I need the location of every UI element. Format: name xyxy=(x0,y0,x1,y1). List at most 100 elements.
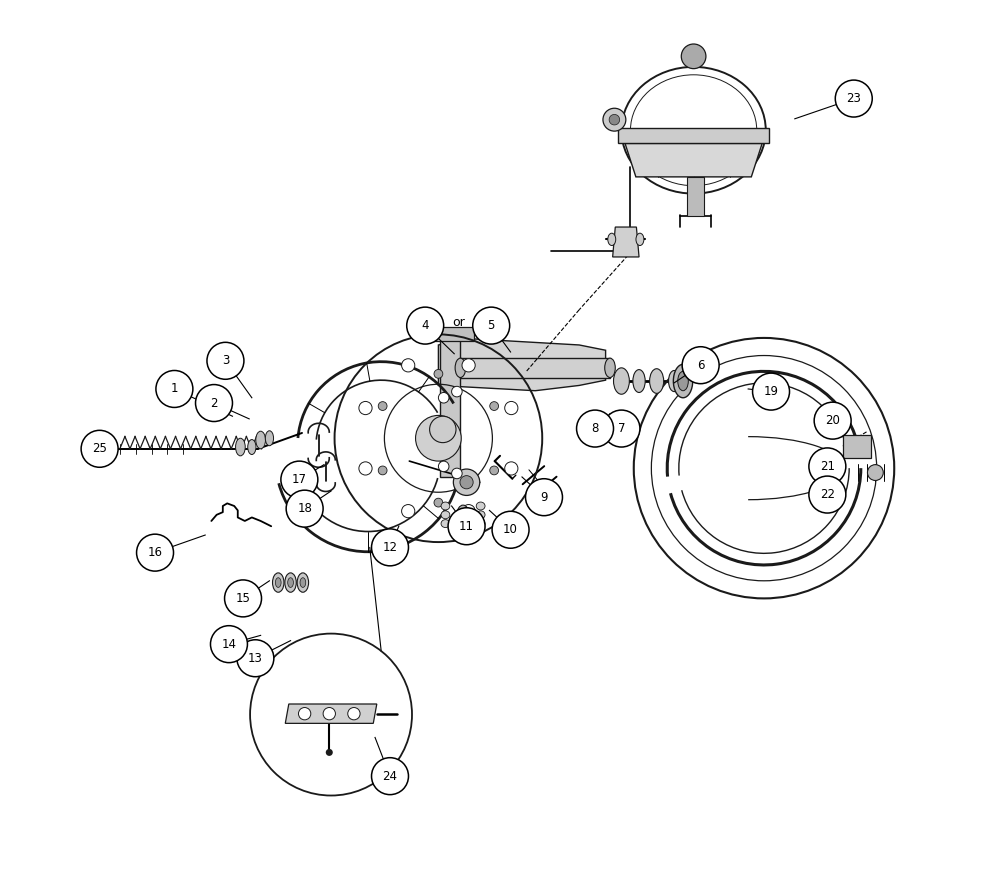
Ellipse shape xyxy=(650,369,664,393)
Ellipse shape xyxy=(673,364,693,398)
Text: 21: 21 xyxy=(820,460,835,473)
Circle shape xyxy=(448,508,485,545)
Polygon shape xyxy=(440,336,460,477)
Ellipse shape xyxy=(285,573,296,592)
Ellipse shape xyxy=(300,578,306,588)
Circle shape xyxy=(407,307,444,344)
Polygon shape xyxy=(285,704,377,723)
Circle shape xyxy=(225,580,262,617)
Ellipse shape xyxy=(256,431,265,449)
Text: 6: 6 xyxy=(697,359,704,371)
Text: 11: 11 xyxy=(459,520,474,532)
Circle shape xyxy=(281,461,318,498)
Ellipse shape xyxy=(636,233,644,246)
Ellipse shape xyxy=(455,358,466,378)
Ellipse shape xyxy=(633,370,645,392)
Circle shape xyxy=(298,708,311,720)
Ellipse shape xyxy=(288,578,293,588)
Circle shape xyxy=(526,479,562,516)
Circle shape xyxy=(286,490,323,527)
Ellipse shape xyxy=(608,233,616,246)
Ellipse shape xyxy=(265,431,274,446)
Circle shape xyxy=(372,529,408,566)
Circle shape xyxy=(359,462,372,475)
Ellipse shape xyxy=(273,573,284,592)
Polygon shape xyxy=(613,227,639,257)
Circle shape xyxy=(326,749,333,756)
Ellipse shape xyxy=(248,440,256,455)
Circle shape xyxy=(835,80,872,117)
Circle shape xyxy=(237,640,274,677)
Ellipse shape xyxy=(476,502,485,510)
Text: 1: 1 xyxy=(171,383,178,395)
Text: 3: 3 xyxy=(222,355,229,367)
Text: 9: 9 xyxy=(540,491,548,503)
Text: 12: 12 xyxy=(382,541,398,554)
Circle shape xyxy=(323,708,335,720)
Circle shape xyxy=(402,504,415,517)
Text: 5: 5 xyxy=(488,319,495,332)
Circle shape xyxy=(460,475,473,489)
Circle shape xyxy=(156,370,193,407)
Circle shape xyxy=(434,498,443,507)
Circle shape xyxy=(434,370,443,378)
Text: 18: 18 xyxy=(297,502,312,515)
Circle shape xyxy=(809,448,846,485)
Circle shape xyxy=(814,402,851,439)
Circle shape xyxy=(416,415,461,461)
Ellipse shape xyxy=(441,510,450,519)
Polygon shape xyxy=(94,436,115,461)
Circle shape xyxy=(359,401,372,414)
Text: or: or xyxy=(452,317,465,329)
Text: 17: 17 xyxy=(292,473,307,486)
Text: 19: 19 xyxy=(764,385,779,398)
Polygon shape xyxy=(687,177,704,216)
Circle shape xyxy=(137,534,174,571)
Ellipse shape xyxy=(297,573,309,592)
Polygon shape xyxy=(438,339,606,391)
Circle shape xyxy=(438,461,449,472)
Circle shape xyxy=(492,511,529,548)
Circle shape xyxy=(453,469,480,495)
Ellipse shape xyxy=(614,368,629,394)
Circle shape xyxy=(490,466,499,475)
Circle shape xyxy=(490,401,499,410)
Circle shape xyxy=(348,708,360,720)
Circle shape xyxy=(378,466,387,475)
Ellipse shape xyxy=(476,510,485,519)
Circle shape xyxy=(473,307,510,344)
Circle shape xyxy=(196,385,232,422)
Circle shape xyxy=(462,504,475,517)
Circle shape xyxy=(81,430,118,467)
Polygon shape xyxy=(460,358,610,378)
Text: 4: 4 xyxy=(421,319,429,332)
Circle shape xyxy=(207,342,244,379)
Text: 16: 16 xyxy=(148,546,163,559)
Ellipse shape xyxy=(669,370,680,392)
Circle shape xyxy=(452,468,462,479)
Text: 24: 24 xyxy=(382,770,398,782)
Circle shape xyxy=(809,476,846,513)
Polygon shape xyxy=(843,435,871,458)
Ellipse shape xyxy=(678,371,688,391)
Ellipse shape xyxy=(476,519,485,528)
Circle shape xyxy=(462,359,475,372)
Ellipse shape xyxy=(457,505,469,524)
Text: 25: 25 xyxy=(92,443,107,455)
Circle shape xyxy=(210,626,247,663)
Circle shape xyxy=(438,392,449,403)
Text: 22: 22 xyxy=(820,488,835,501)
Text: 7: 7 xyxy=(618,422,625,435)
Text: 23: 23 xyxy=(846,92,861,105)
Text: 14: 14 xyxy=(221,638,236,650)
Circle shape xyxy=(603,410,640,447)
Circle shape xyxy=(577,410,614,447)
Ellipse shape xyxy=(441,502,450,510)
Polygon shape xyxy=(618,128,769,143)
Circle shape xyxy=(402,359,415,372)
Text: 2: 2 xyxy=(210,397,218,409)
Ellipse shape xyxy=(275,578,281,588)
Circle shape xyxy=(603,108,626,131)
Circle shape xyxy=(505,401,518,414)
Polygon shape xyxy=(625,143,762,177)
